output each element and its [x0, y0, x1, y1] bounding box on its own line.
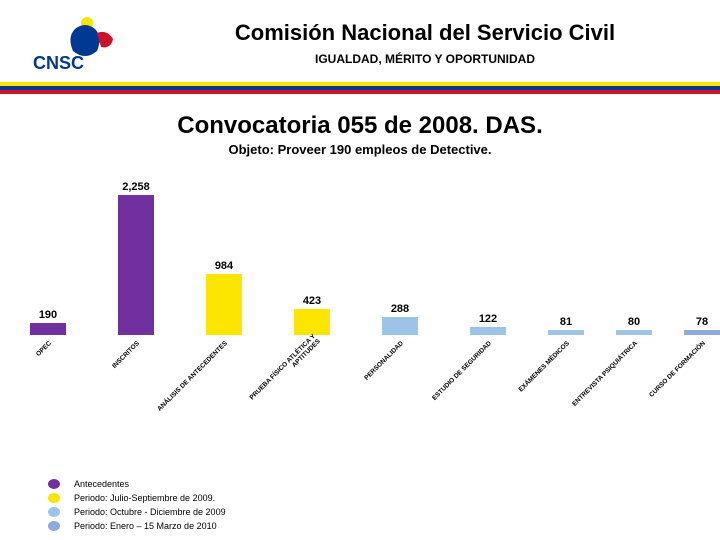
legend-item: Periodo: Octubre - Diciembre de 2009 [40, 506, 226, 518]
bar-value-label: 122 [448, 313, 528, 325]
bar [470, 327, 506, 335]
header: CNSC Comisión Nacional del Servicio Civi… [0, 0, 720, 82]
bar [294, 309, 330, 335]
bar [206, 274, 242, 335]
legend-swatch [40, 492, 68, 504]
legend-label: Antecedentes [74, 479, 129, 489]
bar-category-label: CURSO DE FORMACIÓN [617, 340, 707, 430]
bar [118, 195, 154, 335]
page-title: Comisión Nacional del Servicio Civil [150, 20, 700, 46]
bar-value-label: 78 [662, 316, 720, 328]
logo: CNSC [20, 8, 150, 78]
bar-value-label: 423 [272, 295, 352, 307]
bar-category-label: ESTUDIO DE SEGURIDAD [403, 340, 493, 430]
legend-label: Periodo: Enero – 15 Marzo de 2010 [74, 521, 217, 531]
bar [616, 330, 652, 335]
legend: Antecedentes Periodo: Julio-Septiembre de… [40, 476, 226, 534]
flag-stripe [0, 82, 720, 94]
legend-item: Periodo: Julio-Septiembre de 2009. [40, 492, 226, 504]
legend-label: Periodo: Octubre - Diciembre de 2009 [74, 507, 226, 517]
bar-value-label: 190 [8, 309, 88, 321]
page-subtitle: IGUALDAD, MÉRITO Y OPORTUNIDAD [150, 52, 700, 66]
bar-chart: 190OPEC2,258INSCRITOS984ANÁLISIS DE ANTE… [20, 165, 700, 375]
legend-swatch [40, 478, 68, 490]
legend-item: Antecedentes [40, 478, 226, 490]
header-text: Comisión Nacional del Servicio Civil IGU… [150, 20, 700, 66]
bar-value-label: 984 [184, 260, 264, 272]
legend-label: Periodo: Julio-Septiembre de 2009. [74, 493, 215, 503]
convocatoria-title: Convocatoria 055 de 2008. DAS. [0, 112, 720, 140]
bar [548, 330, 584, 335]
legend-item: Periodo: Enero – 15 Marzo de 2010 [40, 520, 226, 532]
bar-value-label: 2,258 [96, 181, 176, 193]
stripe-red [0, 90, 720, 94]
bar [382, 317, 418, 335]
bar-category-label: PERSONALIDAD [315, 340, 405, 430]
bar-category-label: ANÁLISIS DE ANTECEDENTES [139, 340, 229, 430]
bar [684, 330, 720, 335]
bar-category-label: INSCRITOS [51, 340, 141, 430]
legend-swatch [40, 520, 68, 532]
bar-value-label: 288 [360, 303, 440, 315]
bar-category-label: PRUEBA FÍSICO ATLÉTICA Y APTITUDES [227, 333, 322, 428]
bar-category-label: OPEC [0, 340, 53, 430]
objeto-text: Objeto: Proveer 190 empleos de Detective… [0, 142, 720, 157]
bar [30, 323, 66, 335]
svg-text:CNSC: CNSC [33, 53, 84, 73]
legend-swatch [40, 506, 68, 518]
